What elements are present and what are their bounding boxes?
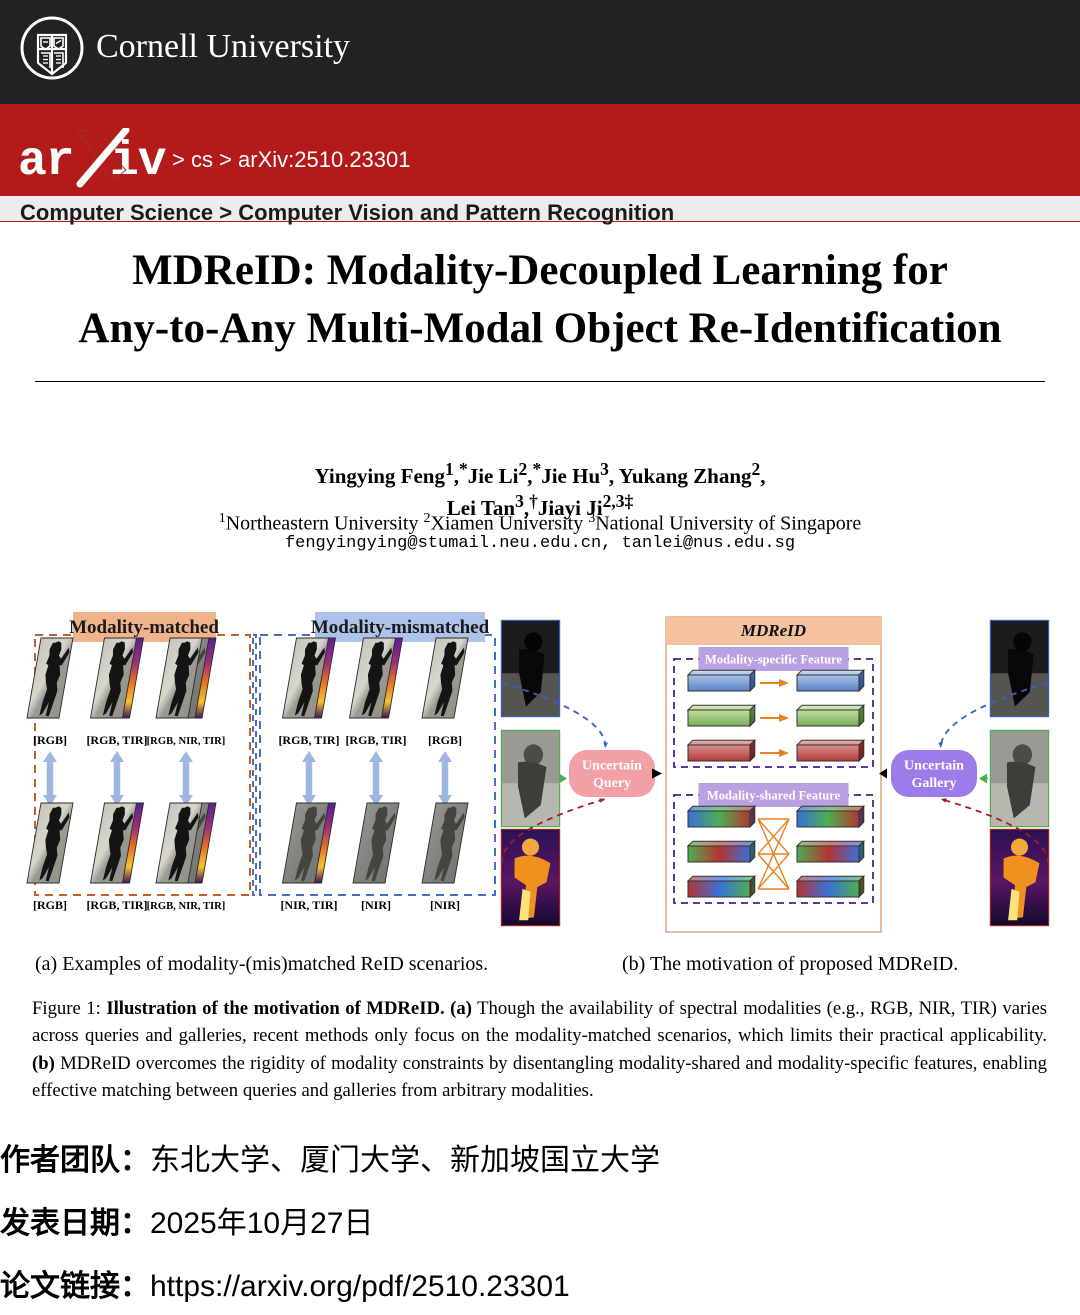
svg-text:[RGB]: [RGB] [33,898,67,912]
svg-text:(a) Examples of modality-(mis): (a) Examples of modality-(mis)matched Re… [35,953,488,975]
svg-text:[RGB]: [RGB] [33,733,67,747]
svg-text:Modality-shared Feature: Modality-shared Feature [707,788,841,802]
svg-text:[RGB, NIR, TIR]: [RGB, NIR, TIR] [147,901,226,912]
svg-text:[RGB, TIR]: [RGB, TIR] [86,733,147,747]
svg-text:Uncertain: Uncertain [582,759,642,774]
svg-text:Gallery: Gallery [911,776,956,791]
svg-text:MDReID: MDReID [740,621,806,640]
svg-text:[RGB, TIR]: [RGB, TIR] [278,733,339,747]
svg-text:[NIR]: [NIR] [361,898,391,912]
svg-text:[NIR, TIR]: [NIR, TIR] [280,898,337,912]
svg-text:[NIR]: [NIR] [430,898,460,912]
svg-text:Modality-specific Feature: Modality-specific Feature [705,652,842,666]
svg-text:Query: Query [593,776,631,791]
svg-text:Uncertain: Uncertain [904,759,964,774]
svg-text:[RGB]: [RGB] [428,733,462,747]
svg-text:(b) The motivation of proposed: (b) The motivation of proposed MDReID. [622,953,958,975]
svg-text:ar: ar [18,135,74,188]
svg-text:Modality-mismatched: Modality-mismatched [311,617,490,638]
svg-text:[RGB, TIR]: [RGB, TIR] [345,733,406,747]
svg-text:[RGB, TIR]: [RGB, TIR] [86,898,147,912]
svg-text:Modality-matched: Modality-matched [69,617,219,638]
svg-text:[RGB, NIR, TIR]: [RGB, NIR, TIR] [147,736,226,747]
